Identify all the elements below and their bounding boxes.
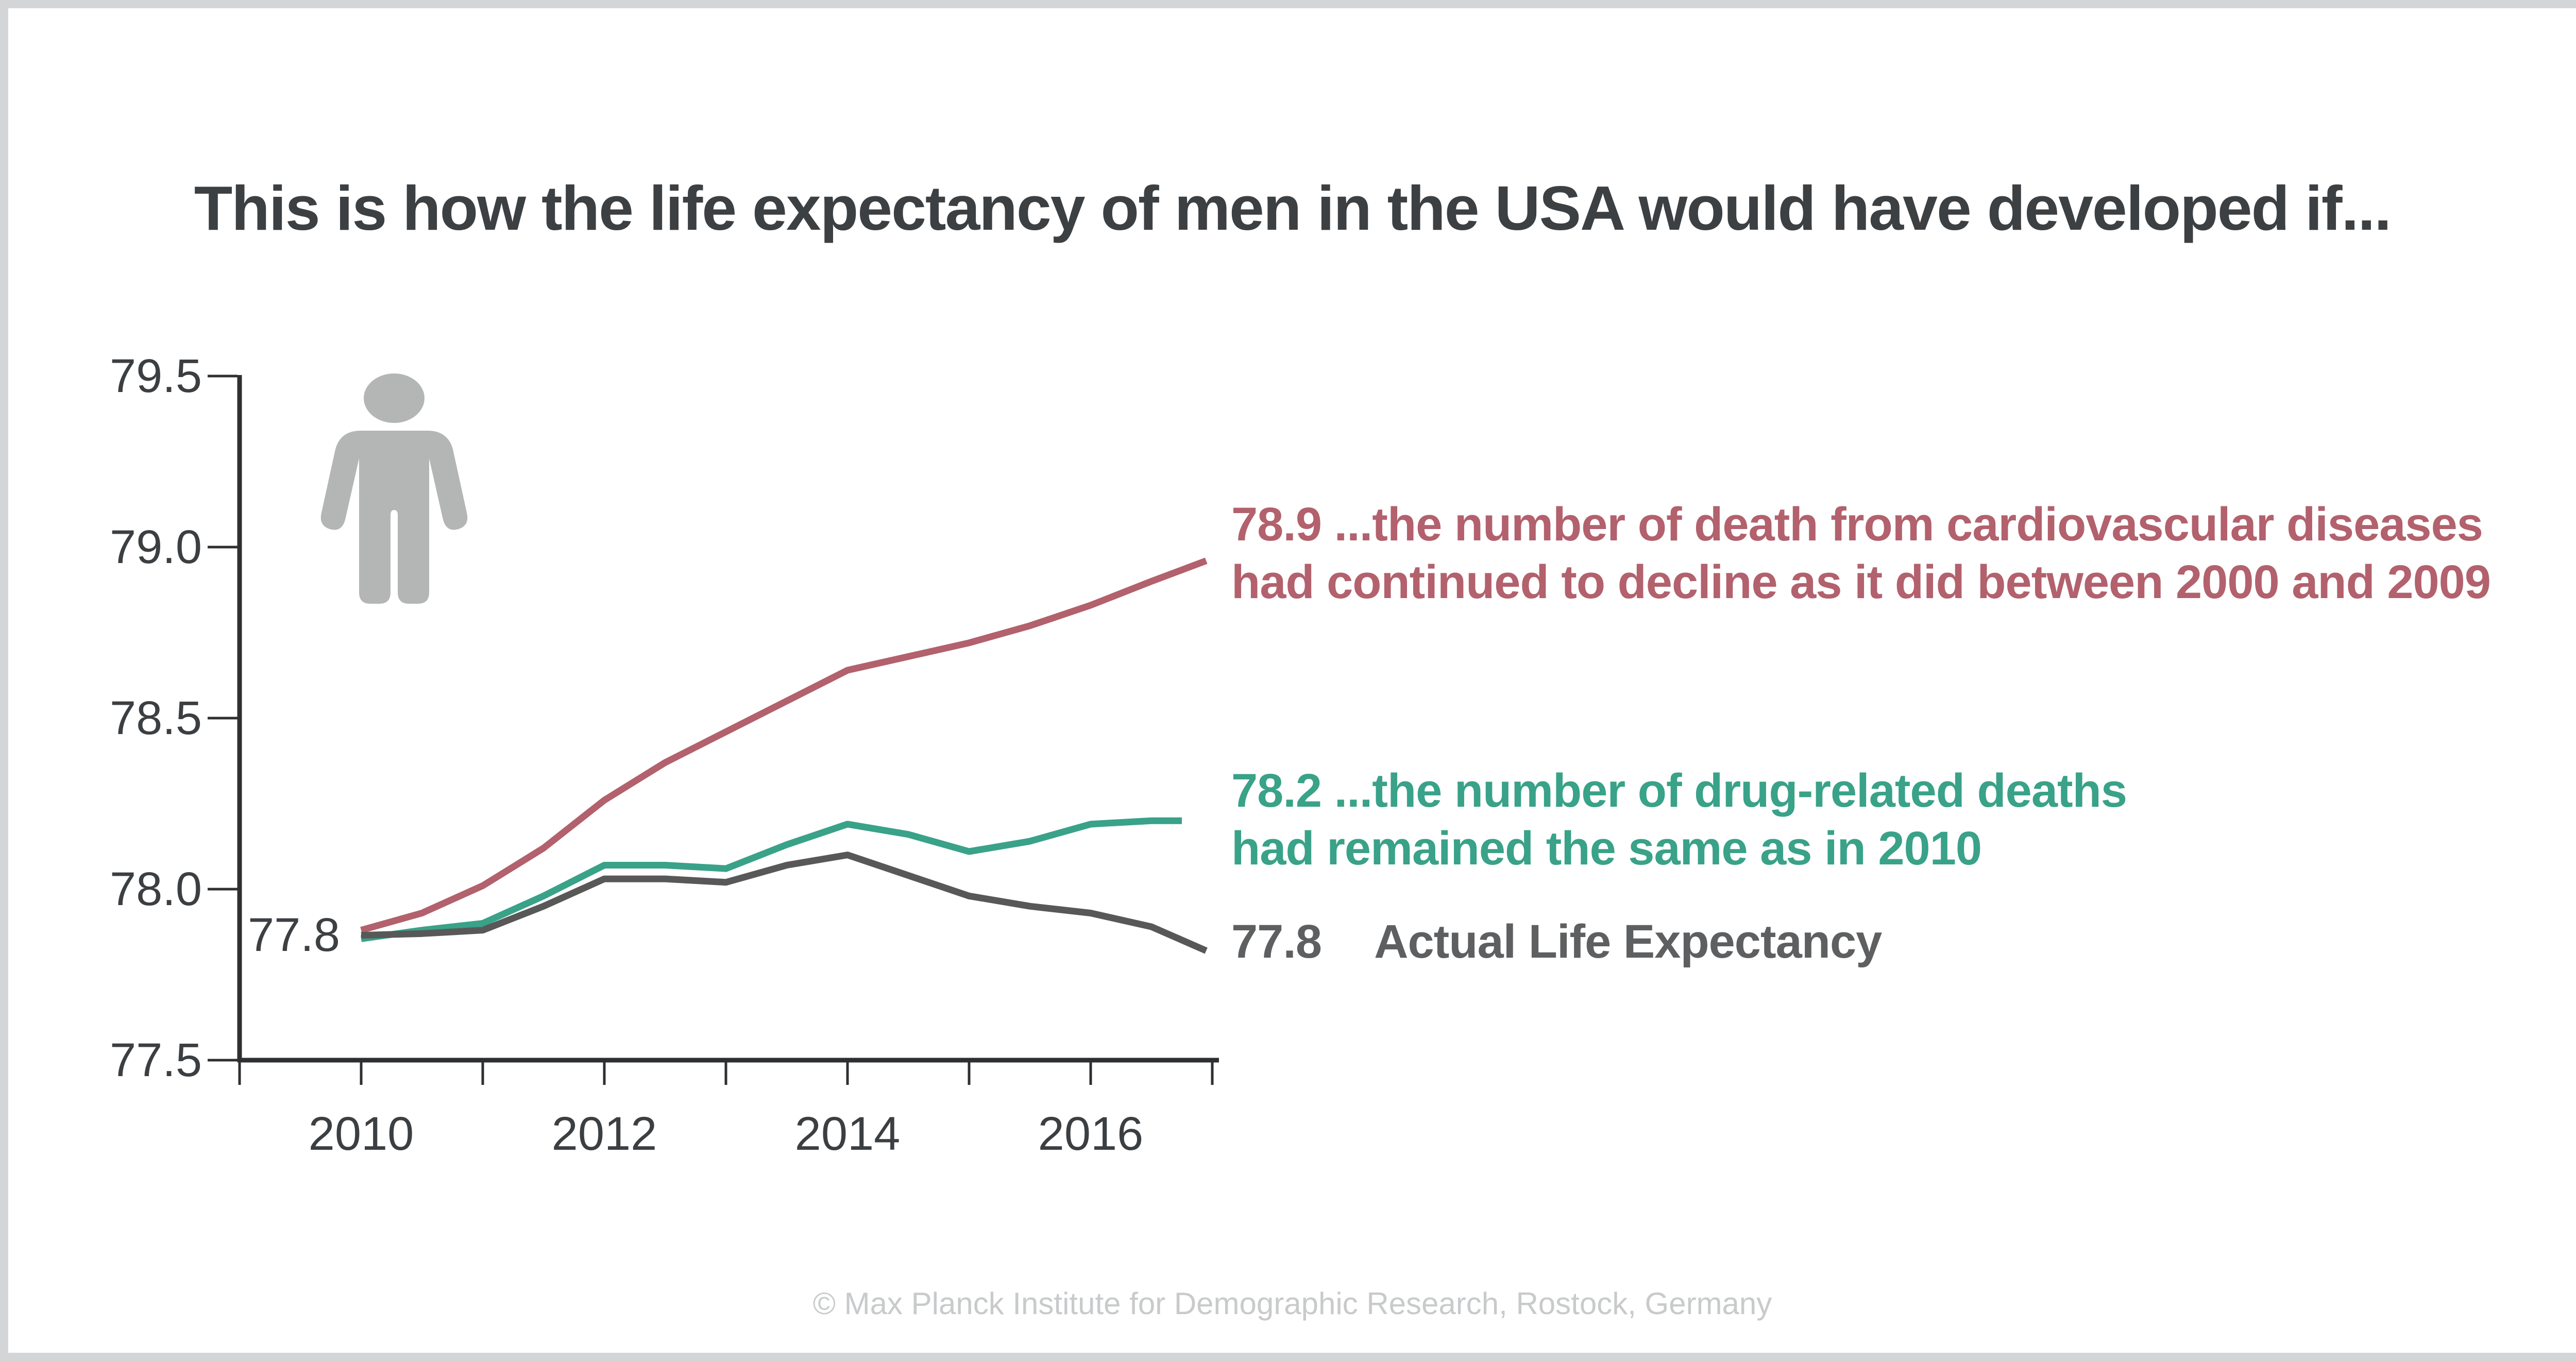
man-icon: [320, 373, 468, 604]
x-tick-label-2016: 2016: [1038, 1108, 1144, 1160]
drug-annotation-line1: 78.2 ...the number of drug-related death…: [1231, 764, 2127, 817]
x-tick-label-2012: 2012: [551, 1108, 657, 1160]
series-lines: [360, 557, 1208, 954]
page-title: This is how the life expectancy of men i…: [194, 173, 2392, 243]
y-tick-label-79.5: 79.5: [109, 350, 202, 402]
man-icon-body: [320, 431, 468, 604]
cardiovascular-annotation: 78.9 ...the number of death from cardiov…: [1231, 496, 2491, 611]
y-tick-label-78.0: 78.0: [109, 863, 202, 915]
y-tick-label-79.0: 79.0: [109, 521, 202, 573]
actual-legend-label: Actual Life Expectancy: [1374, 915, 1882, 968]
drug-annotation: 78.2 ...the number of drug-related death…: [1231, 762, 2127, 877]
drug-annotation-line2: had remained the same as in 2010: [1231, 822, 1982, 875]
series-line-drug-counterfactual: [361, 817, 1182, 942]
y-tick-label-77.5: 77.5: [109, 1034, 202, 1086]
actual-legend: 77.8 Actual Life Expectancy: [1231, 913, 1882, 971]
man-icon-head: [364, 373, 425, 423]
axes: [208, 375, 1219, 1085]
cardiovascular-annotation-line2: had continued to decline as it did betwe…: [1231, 556, 2491, 608]
copyright-footer: © Max Planck Institute for Demographic R…: [812, 1286, 1772, 1321]
x-tick-label-2014: 2014: [794, 1108, 901, 1160]
x-tick-label-2010: 2010: [308, 1108, 414, 1160]
cardiovascular-annotation-line1: 78.9 ...the number of death from cardiov…: [1231, 498, 2483, 551]
chart-card: [8, 8, 2576, 1353]
series-start-value-label: 77.8: [247, 909, 340, 961]
series-line-cardiovascular-counterfactual: [360, 557, 1208, 933]
y-tick-label-78.5: 78.5: [109, 692, 202, 744]
series-line-actual: [361, 852, 1208, 954]
actual-end-value: 77.8: [1231, 915, 1322, 968]
